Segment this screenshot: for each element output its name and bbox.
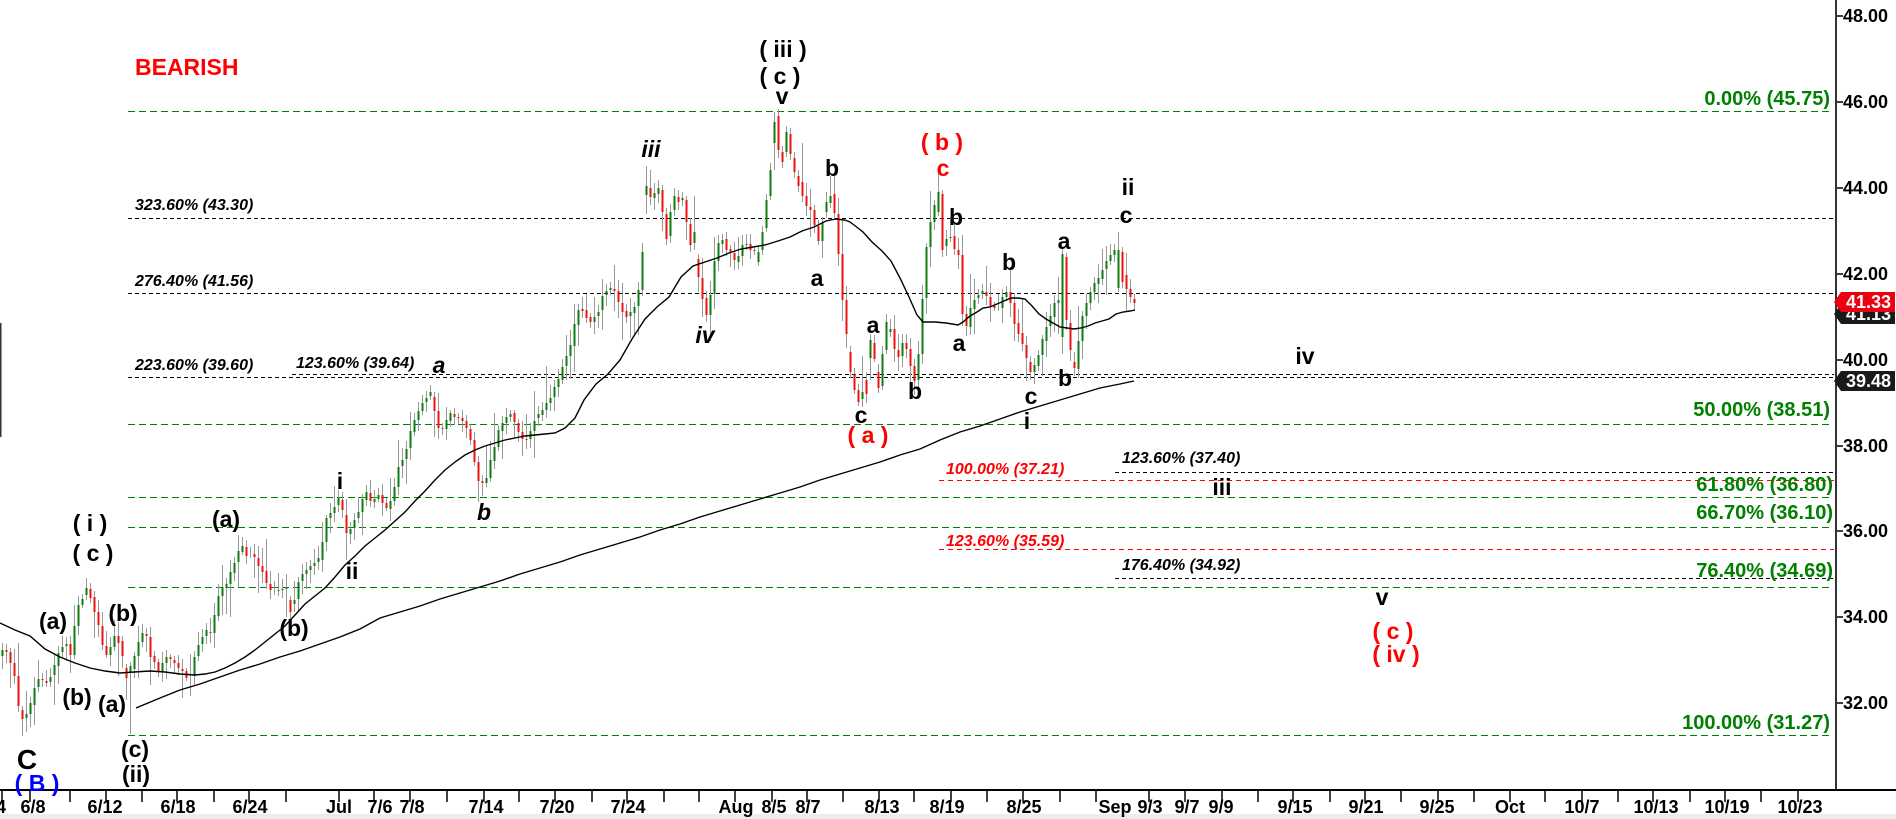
svg-text:( c ): ( c ) (73, 540, 114, 566)
svg-text:8/5: 8/5 (761, 797, 786, 817)
svg-text:(b): (b) (279, 615, 308, 641)
svg-text:iv: iv (1295, 343, 1314, 369)
svg-text:(a): (a) (39, 608, 67, 634)
svg-text:( i ): ( i ) (73, 510, 108, 536)
svg-text:v: v (1376, 584, 1389, 610)
svg-text:c: c (855, 402, 868, 428)
svg-text:7/14: 7/14 (468, 797, 503, 817)
svg-text:32.00: 32.00 (1843, 693, 1888, 713)
svg-text:(b): (b) (62, 684, 91, 710)
svg-text:6/18: 6/18 (160, 797, 195, 817)
svg-text:38.00: 38.00 (1843, 436, 1888, 456)
svg-text:ii: ii (346, 558, 359, 584)
svg-text:61.80% (36.80): 61.80% (36.80) (1696, 474, 1833, 496)
svg-text:b: b (1058, 365, 1072, 391)
svg-text:123.60% (35.59): 123.60% (35.59) (946, 533, 1064, 550)
svg-text:223.60% (39.60): 223.60% (39.60) (134, 357, 253, 374)
svg-text:c: c (1025, 383, 1038, 409)
svg-text:0.00% (45.75): 0.00% (45.75) (1704, 88, 1830, 110)
svg-text:7/20: 7/20 (539, 797, 574, 817)
svg-text:BEARISH: BEARISH (135, 54, 239, 80)
svg-text:9/7: 9/7 (1174, 797, 1199, 817)
svg-text:iii: iii (1212, 474, 1231, 500)
svg-text:ii: ii (1122, 174, 1135, 200)
svg-text:C: C (17, 744, 37, 775)
svg-text:34.00: 34.00 (1843, 607, 1888, 627)
svg-text:9/25: 9/25 (1419, 797, 1454, 817)
svg-text:b: b (825, 155, 839, 181)
svg-text:iii: iii (641, 136, 661, 162)
svg-text:6/12: 6/12 (87, 797, 122, 817)
svg-text:(a): (a) (212, 506, 240, 532)
svg-text:6/8: 6/8 (20, 797, 45, 817)
svg-text:8/13: 8/13 (864, 797, 899, 817)
svg-text:(c): (c) (121, 736, 149, 762)
svg-text:7/6: 7/6 (367, 797, 392, 817)
svg-text:8/25: 8/25 (1006, 797, 1041, 817)
svg-text:b: b (949, 204, 963, 230)
svg-text:100.00% (37.21): 100.00% (37.21) (946, 461, 1064, 478)
svg-text:42.00: 42.00 (1843, 264, 1888, 284)
svg-text:a: a (867, 312, 880, 338)
svg-text:( c ): ( c ) (760, 63, 801, 89)
svg-text:( iii ): ( iii ) (759, 36, 806, 62)
svg-text:8/19: 8/19 (929, 797, 964, 817)
svg-text:66.70% (36.10): 66.70% (36.10) (1696, 502, 1833, 524)
svg-text:( iv ): ( iv ) (1372, 641, 1419, 667)
svg-text:40.00: 40.00 (1843, 350, 1888, 370)
svg-text:Sep: Sep (1098, 797, 1131, 817)
svg-text:b: b (477, 499, 491, 525)
svg-text:276.40% (41.56): 276.40% (41.56) (134, 273, 253, 290)
svg-text:76.40% (34.69): 76.40% (34.69) (1696, 560, 1833, 582)
svg-text:123.60% (39.64): 123.60% (39.64) (296, 355, 414, 372)
svg-text:v: v (776, 83, 789, 109)
svg-text:7/8: 7/8 (399, 797, 424, 817)
svg-text:a: a (811, 265, 824, 291)
svg-text:123.60% (37.40): 123.60% (37.40) (1122, 450, 1240, 467)
svg-text:39.48: 39.48 (1846, 371, 1891, 391)
svg-text:( B ): ( B ) (15, 770, 60, 796)
svg-text:i: i (337, 468, 343, 494)
svg-text:iv: iv (695, 322, 715, 348)
svg-text:i: i (1024, 408, 1030, 434)
svg-text:36.00: 36.00 (1843, 521, 1888, 541)
svg-text:46.00: 46.00 (1843, 92, 1888, 112)
svg-text:a: a (953, 330, 966, 356)
svg-text:b: b (1002, 249, 1016, 275)
svg-text:( b ): ( b ) (921, 129, 963, 155)
svg-text:4: 4 (0, 797, 6, 817)
svg-text:( a ): ( a ) (848, 422, 889, 448)
svg-text:(a): (a) (98, 691, 126, 717)
svg-text:c: c (1120, 202, 1133, 228)
svg-text:323.60% (43.30): 323.60% (43.30) (135, 197, 253, 214)
svg-text:Aug: Aug (719, 797, 754, 817)
svg-text:b: b (908, 378, 922, 404)
svg-text:10/7: 10/7 (1564, 797, 1599, 817)
svg-text:Oct: Oct (1495, 797, 1525, 817)
svg-text:176.40% (34.92): 176.40% (34.92) (1122, 557, 1240, 574)
svg-text:(ii): (ii) (122, 761, 150, 787)
svg-text:48.00: 48.00 (1843, 6, 1888, 26)
svg-text:7/24: 7/24 (610, 797, 645, 817)
svg-text:44.00: 44.00 (1843, 178, 1888, 198)
svg-text:a: a (433, 352, 446, 378)
svg-text:10/19: 10/19 (1704, 797, 1749, 817)
svg-text:9/21: 9/21 (1348, 797, 1383, 817)
svg-text:9/15: 9/15 (1277, 797, 1312, 817)
svg-text:10/23: 10/23 (1777, 797, 1822, 817)
svg-text:9/3: 9/3 (1137, 797, 1162, 817)
svg-text:10/13: 10/13 (1633, 797, 1678, 817)
svg-text:100.00% (31.27): 100.00% (31.27) (1682, 712, 1830, 734)
svg-text:9/9: 9/9 (1208, 797, 1233, 817)
svg-text:(b): (b) (108, 600, 137, 626)
svg-text:Jul: Jul (326, 797, 352, 817)
svg-text:8/7: 8/7 (795, 797, 820, 817)
svg-text:( c ): ( c ) (1373, 618, 1414, 644)
svg-text:c: c (937, 155, 950, 181)
svg-text:41.33: 41.33 (1846, 292, 1891, 312)
svg-text:6/24: 6/24 (232, 797, 267, 817)
svg-text:a: a (1058, 228, 1071, 254)
svg-text:50.00% (38.51): 50.00% (38.51) (1693, 399, 1830, 421)
